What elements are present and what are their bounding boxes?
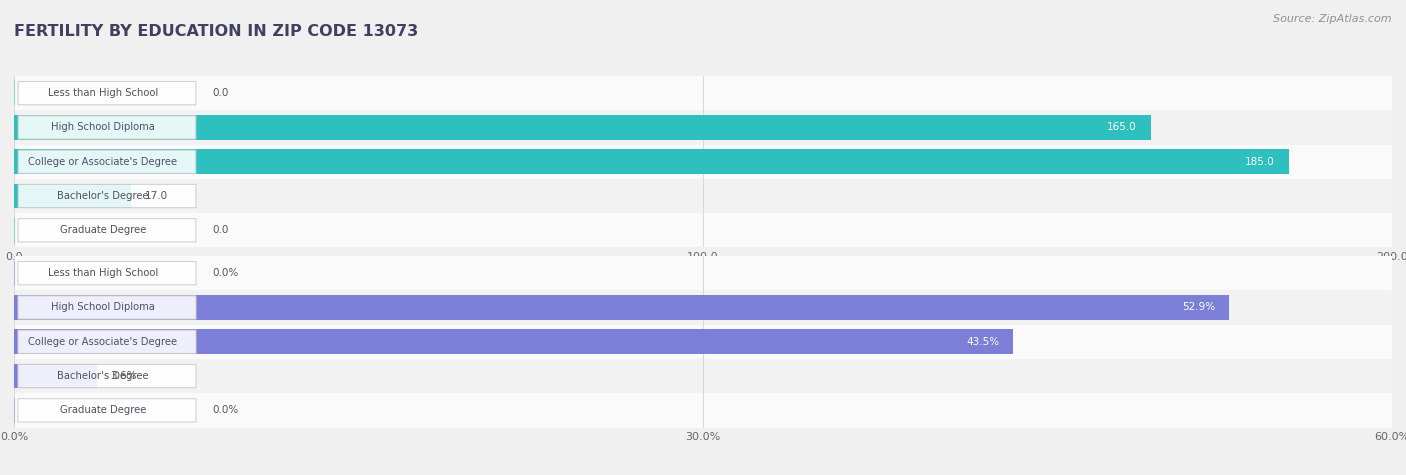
Text: High School Diploma: High School Diploma [51, 123, 155, 133]
Bar [14, 149, 1289, 174]
FancyBboxPatch shape [18, 399, 195, 422]
Text: High School Diploma: High School Diploma [51, 303, 155, 313]
Text: Graduate Degree: Graduate Degree [59, 405, 146, 415]
Text: Graduate Degree: Graduate Degree [59, 225, 146, 235]
FancyBboxPatch shape [18, 82, 195, 105]
Text: College or Associate's Degree: College or Associate's Degree [28, 337, 177, 347]
Text: FERTILITY BY EDUCATION IN ZIP CODE 13073: FERTILITY BY EDUCATION IN ZIP CODE 13073 [14, 24, 419, 39]
FancyBboxPatch shape [18, 184, 195, 208]
Text: 0.0%: 0.0% [212, 268, 239, 278]
Text: 185.0: 185.0 [1246, 157, 1275, 167]
Bar [14, 213, 1392, 247]
Bar [14, 110, 1392, 144]
Text: Bachelor's Degree: Bachelor's Degree [58, 371, 149, 381]
Text: Less than High School: Less than High School [48, 268, 157, 278]
Bar [14, 184, 131, 209]
Bar [14, 324, 1392, 359]
Text: 43.5%: 43.5% [966, 337, 1000, 347]
Text: 165.0: 165.0 [1108, 123, 1137, 133]
Text: 0.0: 0.0 [212, 88, 229, 98]
FancyBboxPatch shape [18, 116, 195, 139]
Bar [14, 115, 1152, 140]
Text: 3.6%: 3.6% [111, 371, 136, 381]
Text: Source: ZipAtlas.com: Source: ZipAtlas.com [1274, 14, 1392, 24]
FancyBboxPatch shape [18, 330, 195, 353]
Bar [14, 364, 97, 389]
FancyBboxPatch shape [18, 364, 195, 388]
Bar [14, 290, 1392, 324]
Bar [14, 76, 1392, 110]
Bar [14, 295, 1229, 320]
Bar [14, 256, 1392, 290]
Text: Less than High School: Less than High School [48, 88, 157, 98]
Text: 17.0: 17.0 [145, 191, 169, 201]
FancyBboxPatch shape [18, 296, 195, 319]
FancyBboxPatch shape [18, 218, 195, 242]
FancyBboxPatch shape [18, 262, 195, 285]
Text: Bachelor's Degree: Bachelor's Degree [58, 191, 149, 201]
Bar [14, 144, 1392, 179]
FancyBboxPatch shape [18, 150, 195, 173]
Bar [14, 179, 1392, 213]
Bar [14, 330, 1012, 354]
Bar [14, 393, 1392, 428]
Text: 0.0%: 0.0% [212, 405, 239, 415]
Text: 0.0: 0.0 [212, 225, 229, 235]
Text: 52.9%: 52.9% [1182, 303, 1215, 313]
Text: College or Associate's Degree: College or Associate's Degree [28, 157, 177, 167]
Bar [14, 359, 1392, 393]
